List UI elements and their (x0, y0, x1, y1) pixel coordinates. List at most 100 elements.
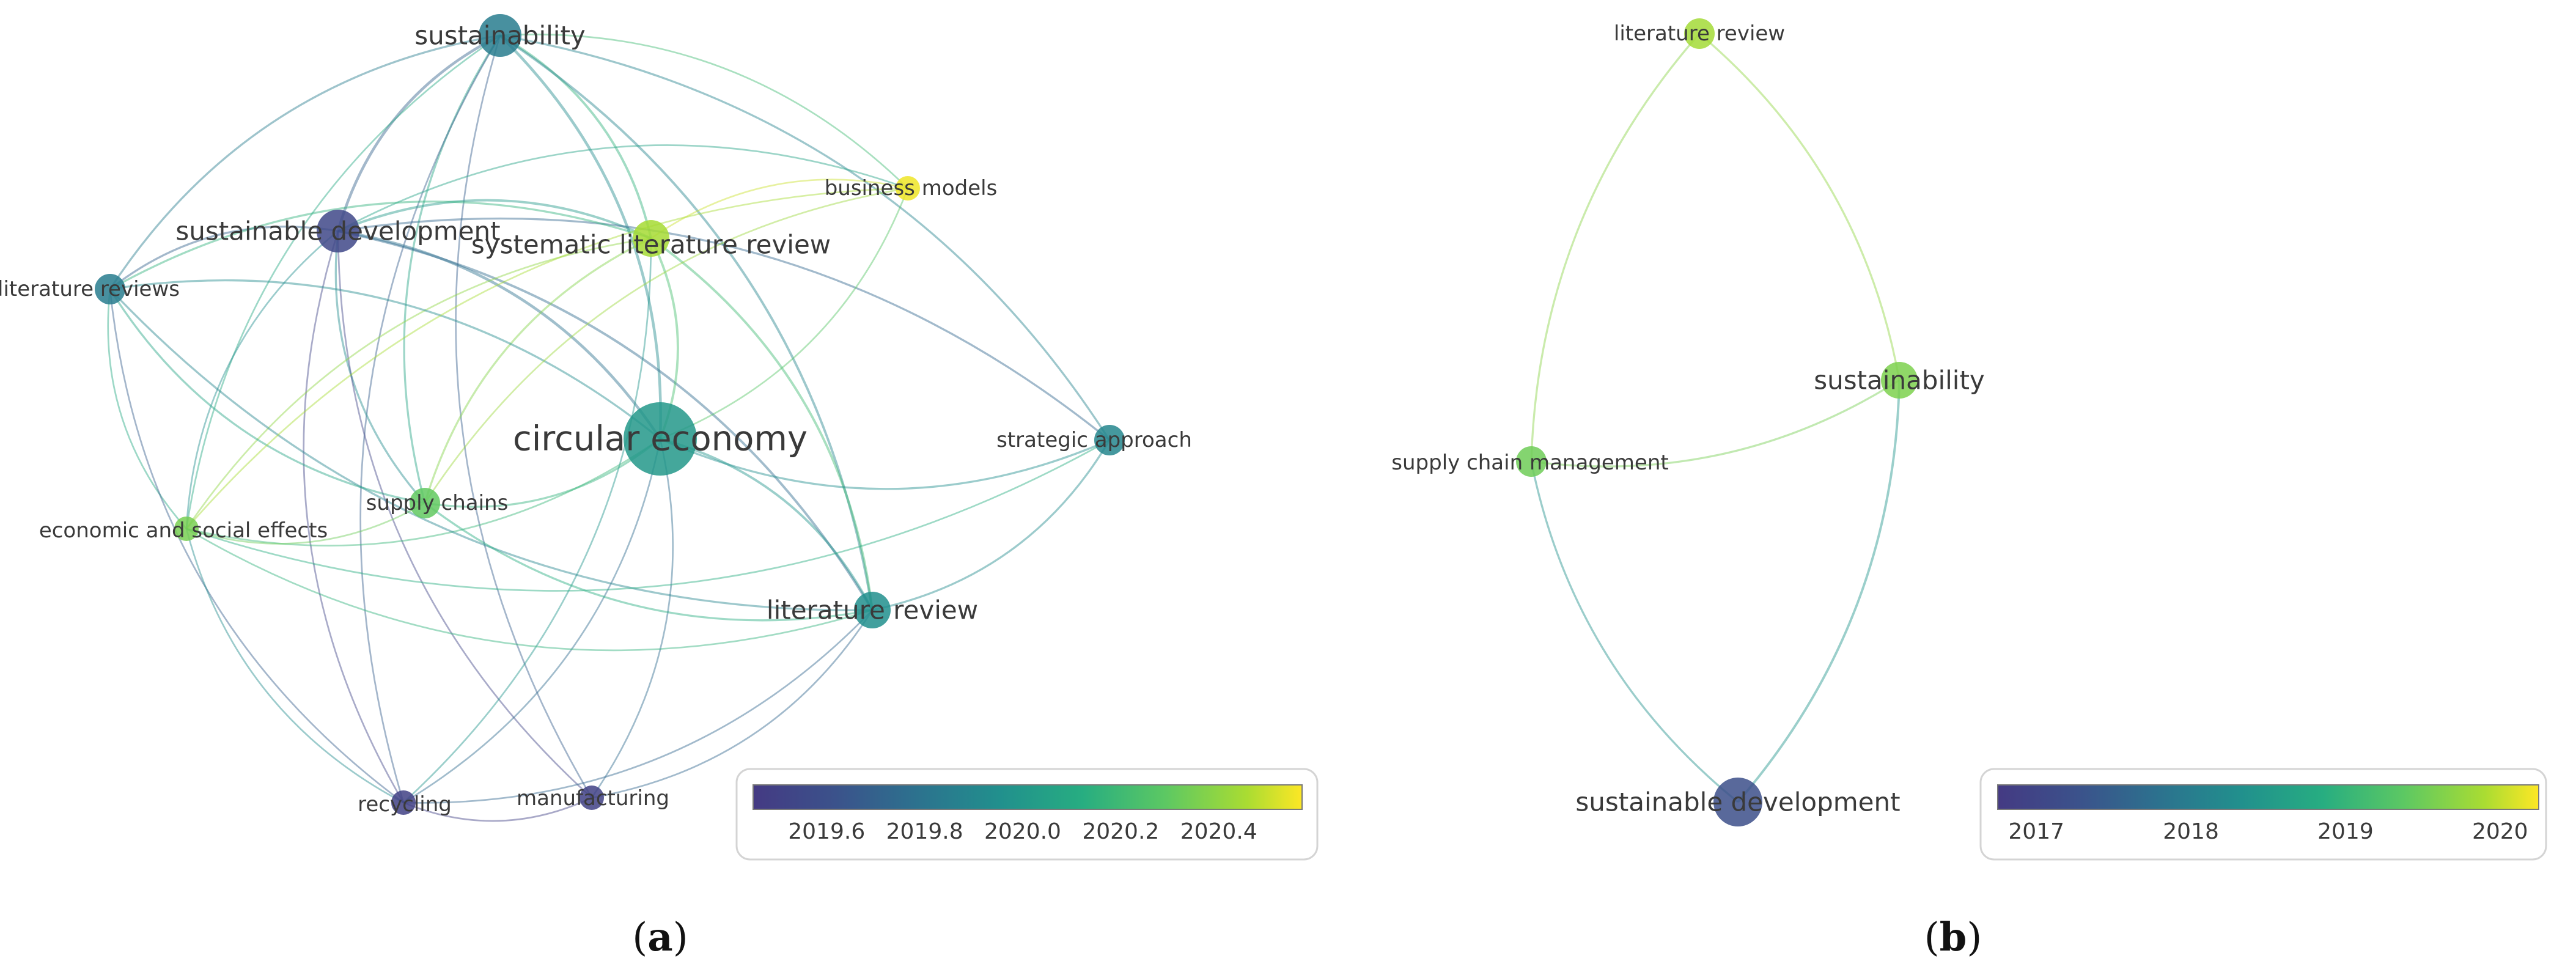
link-sustainable-development-business-models (337, 144, 908, 232)
node-label-supply-chain-management: supply chain management (1391, 451, 1668, 475)
link-sustainable-development-systematic-literature-review (337, 199, 652, 240)
link-literature-reviews-economic-and-social-effects (107, 289, 188, 529)
link-economic-and-social-effects-literature-review (186, 528, 873, 652)
node-label-economic-and-social-effects: economic and social effects (39, 518, 328, 543)
link-sustainability-sustainable-development (1737, 380, 1901, 803)
panel-b-legend-colorbar (1997, 784, 2539, 810)
link-circular-economy-economic-and-social-effects (186, 438, 661, 546)
link-supply-chains-economic-and-social-effects (186, 502, 425, 545)
node-label-literature-review: literature review (767, 595, 978, 625)
panel-b-network: literature review sustainability supply ch… (1391, 18, 2547, 960)
link-literature-reviews-supply-chains (109, 289, 425, 504)
link-supply-chain-management-sustainability (1531, 379, 1900, 468)
node-literature-reviews (95, 274, 125, 304)
panel-a-legend-frame (735, 768, 1319, 861)
link-literature-review-supply-chain-management (1530, 32, 1701, 462)
link-sustainable-development-supply-chains (334, 230, 426, 504)
link-systematic-literature-review-economic-and-social-effects (185, 237, 652, 529)
panel-b-legend-ticks: 2017 2018 2019 2020 (2008, 819, 2528, 844)
link-literature-review-sustainability (1698, 32, 1901, 381)
link-sustainability-literature-review (499, 34, 874, 611)
panel-a-legend-colorbar (753, 784, 1303, 810)
node-label-systematic-literature-review: systematic literature review (471, 230, 831, 260)
link-systematic-literature-review-literature-review (650, 237, 874, 611)
link-circular-economy-literature-review (660, 438, 874, 611)
node-sustainable-development (1713, 778, 1762, 826)
node-economic-and-social-effects (174, 517, 199, 541)
link-systematic-literature-review-recycling (403, 238, 652, 803)
panel-b-links (1530, 32, 1901, 803)
panel-a-legend-ticks: 2019.6 2019.8 2020.0 2020.2 2020.4 (788, 819, 1257, 844)
node-label-literature-reviews: literature reviews (0, 277, 180, 301)
link-sustainable-development-manufacturing (337, 230, 592, 799)
panel-b-nodes (1516, 18, 1918, 826)
link-literature-review-recycling (403, 609, 873, 804)
node-circular-economy (624, 402, 697, 476)
node-label-sustainability: sustainability (414, 21, 586, 51)
node-sustainability (479, 14, 521, 57)
link-sustainable-development-recycling (303, 230, 405, 803)
node-supply-chain-management (1516, 446, 1547, 477)
link-sustainability-economic-and-social-effects (185, 34, 501, 529)
node-label-literature-review: literature review (1614, 21, 1785, 46)
link-circular-economy-manufacturing (591, 438, 674, 798)
node-business-models (896, 176, 920, 201)
node-systematic-literature-review (633, 220, 669, 257)
panel-b-legend: 2017 2018 2019 2020 (1979, 768, 2547, 861)
link-circular-economy-literature-reviews (109, 279, 661, 440)
link-circular-economy-strategic-approach (660, 438, 1110, 490)
panel-b-legend-tick: 2017 (2008, 819, 2064, 844)
link-circular-economy-business-models (660, 188, 909, 440)
node-label-supply-chains: supply chains (366, 491, 509, 515)
link-systematic-literature-review-supply-chains (424, 237, 652, 504)
link-systematic-literature-review-business-models (650, 178, 908, 240)
link-business-models-economic-and-social-effects (185, 187, 908, 529)
link-economic-and-social-effects-recycling (185, 528, 404, 804)
panel-a-labels: circular economy sustainability sustainabl… (0, 21, 1192, 817)
link-circular-economy-recycling (403, 438, 661, 804)
link-sustainability-supply-chains (403, 35, 501, 504)
panel-a-links (107, 34, 1111, 822)
panel-a-legend-tick: 2020.4 (1180, 819, 1257, 844)
node-label-strategic-approach: strategic approach (996, 428, 1192, 452)
link-sustainability-systematic-literature-review (499, 34, 652, 239)
link-sustainable-development-economic-and-social-effects (185, 230, 339, 529)
panel-b-legend-tick: 2018 (2163, 819, 2219, 844)
node-manufacturing (580, 786, 604, 810)
link-literature-reviews-recycling (109, 289, 404, 804)
link-sustainability-recycling (359, 35, 501, 803)
panel-a-legend-tick: 2019.6 (788, 819, 865, 844)
link-strategic-approach-literature-review (872, 440, 1111, 611)
link-sustainable-development-literature-reviews (109, 226, 339, 290)
node-label-sustainable-development: sustainable development (1575, 787, 1900, 817)
node-literature-review (854, 592, 891, 628)
link-sustainability-circular-economy (499, 34, 662, 440)
panel-a-legend-tick: 2020.2 (1082, 819, 1159, 844)
link-sustainable-development-circular-economy (337, 229, 661, 440)
panel-b-legend-frame (1979, 768, 2547, 861)
panel-b-legend-tick: 2019 (2317, 819, 2374, 844)
node-label-business-models: business models (825, 176, 998, 201)
panel-a-legend: 2019.6 2019.8 2020.0 2020.2 2020.4 (735, 768, 1319, 861)
link-sustainable-development-strategic-approach (337, 217, 1111, 441)
panel-a-caption: (a) (632, 914, 688, 960)
node-strategic-approach (1094, 425, 1125, 455)
panel-b-labels: literature review sustainability supply ch… (1391, 21, 1985, 817)
node-sustainable-development (317, 210, 359, 252)
link-strategic-approach-economic-and-social-effects (186, 439, 1110, 592)
link-supply-chains-literature-review (424, 502, 873, 622)
panel-a-network: circular economy sustainability sustainabl… (0, 14, 1319, 960)
link-sustainable-development-literature-review (337, 230, 874, 611)
node-sustainability (1881, 362, 1918, 399)
panel-b-caption: (b) (1924, 914, 1982, 960)
link-literature-review-manufacturing (591, 609, 874, 799)
link-business-models-supply-chains (424, 187, 908, 504)
node-supply-chains (410, 488, 440, 518)
link-recycling-manufacturing (403, 797, 592, 822)
link-sustainability-business-models (499, 34, 908, 189)
node-literature-review (1684, 18, 1715, 49)
node-label-circular-economy: circular economy (513, 419, 808, 459)
node-recycling (391, 790, 416, 815)
node-label-sustainable-development: sustainable development (175, 216, 500, 246)
